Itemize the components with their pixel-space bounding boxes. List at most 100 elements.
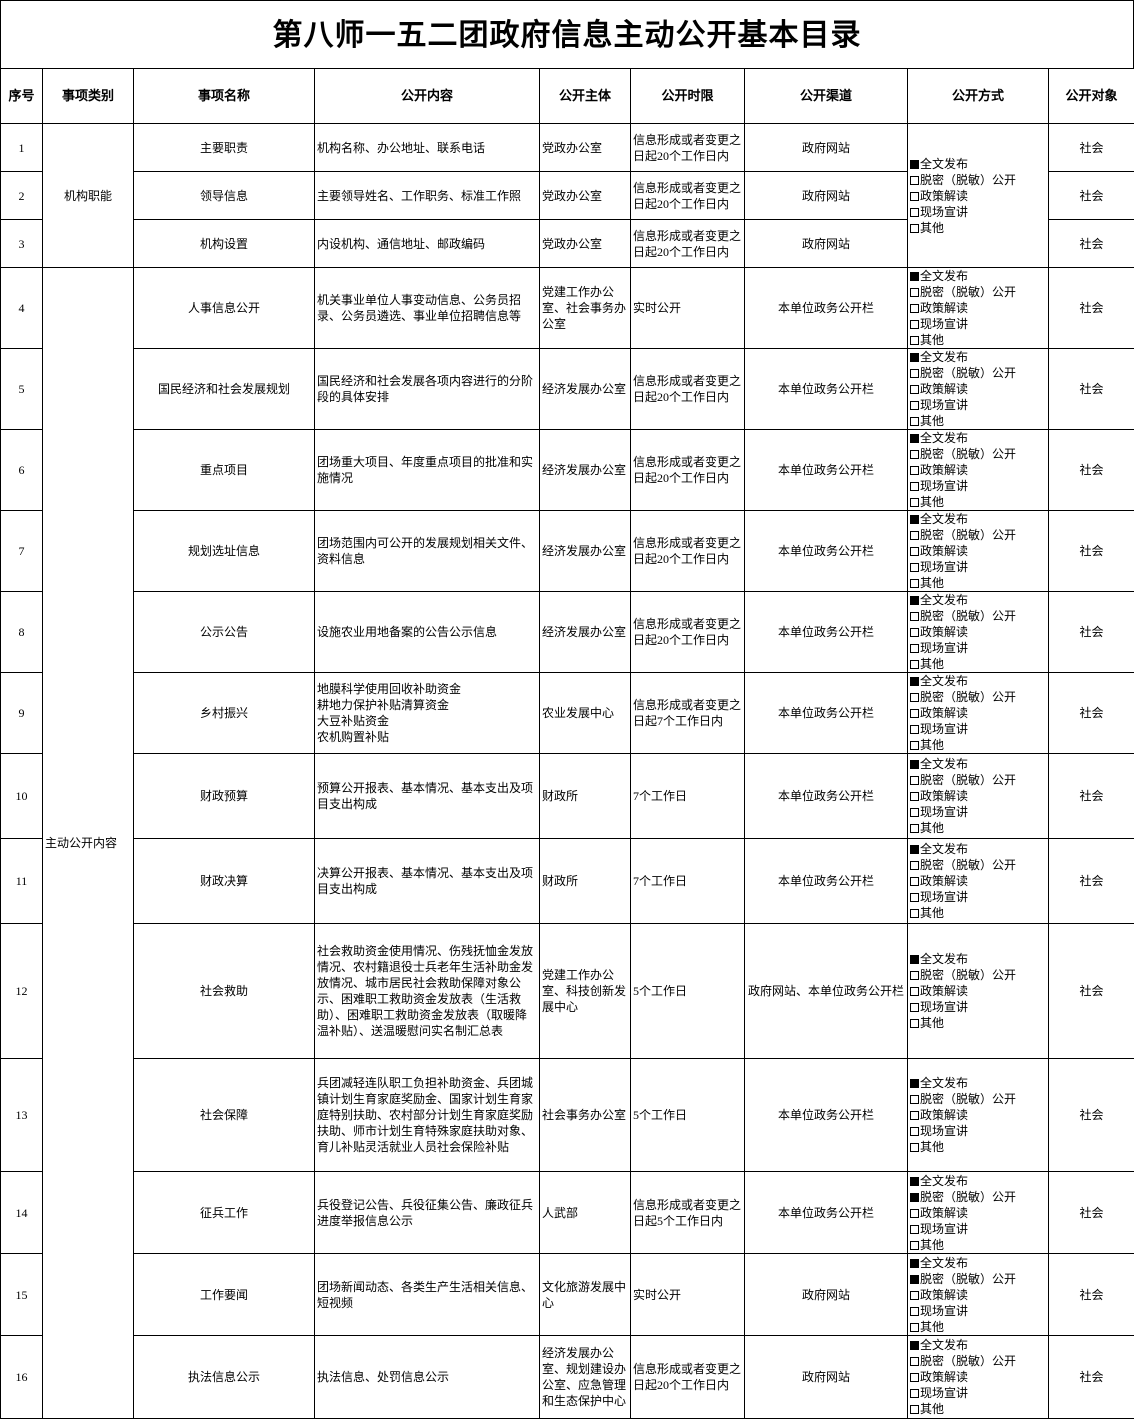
- method-option: 脱密（脱敏）公开: [910, 772, 1046, 788]
- method-option: 其他: [910, 905, 1046, 921]
- unchecked-box-icon: [910, 466, 919, 475]
- method-option: 脱密（脱敏）公开: [910, 1091, 1046, 1107]
- method-option: 其他: [910, 656, 1046, 672]
- row-number: 3: [1, 220, 43, 268]
- method-option: 政策解读: [910, 462, 1046, 478]
- content-cell: 决算公开报表、基本情况、基本支出及项目支出构成: [315, 839, 540, 924]
- method-option: 其他: [910, 1139, 1046, 1155]
- target-cell: 社会: [1049, 1336, 1134, 1419]
- unchecked-box-icon: [910, 450, 919, 459]
- subject-cell: 经济发展办公室: [540, 511, 631, 592]
- method-option: 其他: [910, 1237, 1046, 1253]
- item-name: 机构设置: [134, 220, 315, 268]
- time-limit-cell: 信息形成或者变更之日起20个工作日内: [631, 592, 745, 673]
- method-option-label: 现场宣讲: [920, 1000, 968, 1014]
- time-limit-cell: 实时公开: [631, 268, 745, 349]
- method-option-label: 政策解读: [920, 544, 968, 558]
- unchecked-box-icon: [910, 893, 919, 902]
- subject-cell: 党建工作办公室、社会事务办公室: [540, 268, 631, 349]
- method-option-label: 脱密（脱敏）公开: [920, 1354, 1016, 1368]
- method-option: 脱密（脱敏）公开: [910, 689, 1046, 705]
- unchecked-box-icon: [910, 1405, 919, 1414]
- method-option-label: 其他: [920, 414, 944, 428]
- unchecked-box-icon: [910, 1095, 919, 1104]
- method-option-label: 其他: [920, 1238, 944, 1252]
- method-cell: 全文发布脱密（脱敏）公开政策解读现场宣讲其他: [908, 1254, 1049, 1336]
- item-name: 规划选址信息: [134, 511, 315, 592]
- method-option: 其他: [910, 1319, 1046, 1335]
- header-content: 公开内容: [315, 69, 540, 124]
- method-option-label: 全文发布: [920, 269, 968, 283]
- method-cell: 全文发布脱密（脱敏）公开政策解读现场宣讲其他: [908, 1172, 1049, 1254]
- method-cell: 全文发布脱密（脱敏）公开政策解读现场宣讲其他: [908, 673, 1049, 754]
- method-option: 全文发布: [910, 268, 1046, 284]
- method-option: 脱密（脱敏）公开: [910, 1353, 1046, 1369]
- method-option-label: 现场宣讲: [920, 1304, 968, 1318]
- channel-cell: 本单位政务公开栏: [745, 349, 908, 430]
- method-cell: 全文发布脱密（脱敏）公开政策解读现场宣讲其他: [908, 592, 1049, 673]
- method-option: 政策解读: [910, 381, 1046, 397]
- method-option-label: 其他: [920, 221, 944, 235]
- unchecked-box-icon: [910, 725, 919, 734]
- unchecked-box-icon: [910, 498, 919, 507]
- target-cell: 社会: [1049, 268, 1134, 349]
- method-option: 其他: [910, 737, 1046, 753]
- channel-cell: 本单位政务公开栏: [745, 754, 908, 839]
- unchecked-box-icon: [910, 1373, 919, 1382]
- method-cell: 全文发布脱密（脱敏）公开政策解读现场宣讲其他: [908, 924, 1049, 1059]
- method-option-label: 现场宣讲: [920, 1222, 968, 1236]
- method-cell: 全文发布脱密（脱敏）公开政策解读现场宣讲其他: [908, 349, 1049, 430]
- method-option-label: 其他: [920, 1320, 944, 1334]
- unchecked-box-icon: [910, 741, 919, 750]
- target-cell: 社会: [1049, 673, 1134, 754]
- method-option: 现场宣讲: [910, 204, 1046, 220]
- method-option: 政策解读: [910, 788, 1046, 804]
- channel-cell: 本单位政务公开栏: [745, 430, 908, 511]
- header-target: 公开对象: [1049, 69, 1134, 124]
- time-limit-cell: 信息形成或者变更之日起20个工作日内: [631, 430, 745, 511]
- method-option-label: 政策解读: [920, 189, 968, 203]
- unchecked-box-icon: [910, 304, 919, 313]
- content-cell: 国民经济和社会发展各项内容进行的分阶段的具体安排: [315, 349, 540, 430]
- checked-box-icon: [910, 353, 919, 362]
- method-option-label: 其他: [920, 821, 944, 835]
- checked-box-icon: [910, 1079, 919, 1088]
- unchecked-box-icon: [910, 288, 919, 297]
- method-option-label: 政策解读: [920, 382, 968, 396]
- unchecked-box-icon: [910, 792, 919, 801]
- method-option: 现场宣讲: [910, 1123, 1046, 1139]
- unchecked-box-icon: [910, 1291, 919, 1300]
- content-cell: 团场范围内可公开的发展规划相关文件、资料信息: [315, 511, 540, 592]
- checked-box-icon: [910, 596, 919, 605]
- category-cell: 主动公开内容: [43, 268, 134, 1419]
- channel-cell: 政府网站: [745, 220, 908, 268]
- content-cell: 兵团减轻连队职工负担补助资金、兵团城镇计划生育家庭奖励金、国家计划生育家庭特别扶…: [315, 1059, 540, 1172]
- method-option: 政策解读: [910, 1287, 1046, 1303]
- unchecked-box-icon: [910, 547, 919, 556]
- method-option: 现场宣讲: [910, 559, 1046, 575]
- method-option-label: 脱密（脱敏）公开: [920, 773, 1016, 787]
- content-cell: 机关事业单位人事变动信息、公务员招录、公务员遴选、事业单位招聘信息等: [315, 268, 540, 349]
- subject-cell: 财政所: [540, 839, 631, 924]
- method-option: 政策解读: [910, 983, 1046, 999]
- method-option: 现场宣讲: [910, 1385, 1046, 1401]
- method-option-label: 现场宣讲: [920, 805, 968, 819]
- method-option-label: 政策解读: [920, 1288, 968, 1302]
- item-name: 国民经济和社会发展规划: [134, 349, 315, 430]
- method-option: 脱密（脱敏）公开: [910, 1271, 1046, 1287]
- page-title: 第八师一五二团政府信息主动公开基本目录: [0, 0, 1134, 68]
- method-option: 全文发布: [910, 430, 1046, 446]
- content-cell: 内设机构、通信地址、邮政编码: [315, 220, 540, 268]
- method-option: 全文发布: [910, 841, 1046, 857]
- checked-box-icon: [910, 1193, 919, 1202]
- target-cell: 社会: [1049, 220, 1134, 268]
- method-option-label: 政策解读: [920, 789, 968, 803]
- method-option-label: 政策解读: [920, 1370, 968, 1384]
